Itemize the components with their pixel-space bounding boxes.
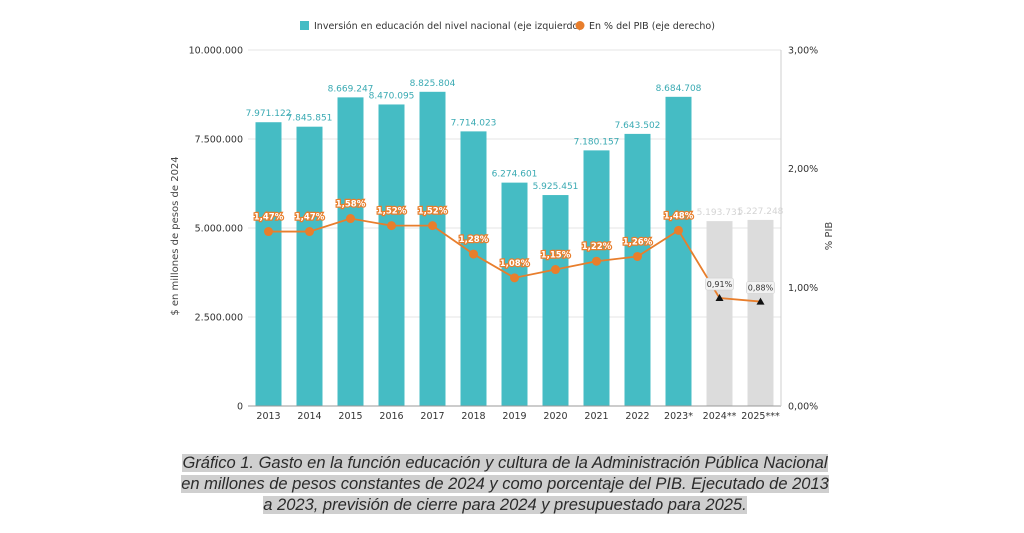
line-marker-2018: [469, 249, 478, 259]
line-value-label: 1,28%: [459, 235, 489, 245]
line-label-bg: [746, 281, 775, 294]
line-marker-2017: [428, 221, 437, 231]
bar-2015: [337, 97, 364, 406]
x-tick-label: 2015: [338, 411, 362, 422]
bars-group: [255, 91, 774, 407]
line-value-label: 0,91%: [707, 280, 733, 289]
line-series: [264, 214, 765, 305]
figure-caption: Gráfico 1. Gasto en la función educación…: [170, 453, 840, 516]
bar-2014: [296, 126, 323, 406]
legend-bar-label: Inversión en educación del nivel naciona…: [314, 21, 582, 32]
x-tick-label: 2017: [420, 411, 444, 422]
x-tick-label: 2024**: [703, 411, 737, 422]
bar-value-label: 6.274.601: [492, 170, 538, 180]
line-label-bg: [705, 277, 734, 291]
line-value-label: 1,08%: [500, 259, 530, 269]
line-marker-2023: [674, 225, 683, 235]
line-value-label: 1,52%: [377, 207, 407, 217]
bar-value-label: 7.714.023: [451, 118, 497, 128]
legend-line-swatch: [575, 21, 585, 30]
x-tick-label: 2021: [584, 411, 608, 422]
caption-line-1: Gráfico 1. Gasto en la función educación…: [182, 454, 828, 472]
line-marker-2025: [756, 297, 765, 305]
line-marker-2015: [346, 214, 355, 224]
x-tick-label: 2020: [543, 411, 567, 422]
y-right-tick-label: 1,00%: [788, 283, 818, 294]
line-value-label: 1,52%: [418, 207, 448, 217]
bar-2017: [419, 91, 446, 406]
bar-2021: [583, 150, 610, 406]
legend: Inversión en educación del nivel naciona…: [300, 21, 715, 32]
x-tick-label: 2013: [256, 411, 280, 422]
line-value-label: 0,88%: [748, 284, 774, 293]
y-right-axis-title: % PIB: [824, 222, 835, 251]
bar-value-label: 7.643.502: [615, 121, 661, 131]
bar-value-label: 8.470.095: [369, 91, 415, 101]
y-left-tick-label: 5.000.000: [195, 224, 243, 235]
y-right-tick-label: 0,00%: [788, 402, 818, 413]
bar-value-label: 5.227.248: [738, 207, 784, 217]
y-right-tick-label: 3,00%: [788, 46, 818, 57]
bar-2018: [460, 131, 487, 406]
y-left-tick-label: 0: [237, 402, 243, 413]
x-tick-label: 2023*: [664, 411, 693, 422]
line-value-labels: 1,47% 1,47% 1,58% 1,52% 1,52% 1,28% 1,08% 1,15%…: [253, 198, 775, 294]
bar-2016: [378, 104, 405, 407]
line-marker-2013: [264, 227, 273, 237]
x-tick-label: 2025***: [741, 411, 780, 422]
legend-bar-swatch: [300, 21, 309, 30]
line-marker-2019: [510, 273, 519, 283]
line-value-label: 1,22%: [582, 242, 612, 252]
bar-value-label: 7.180.157: [574, 137, 620, 147]
line-marker-2020: [551, 265, 560, 275]
x-tick-label: 2016: [379, 411, 403, 422]
line-value-label: 1,47%: [295, 213, 325, 223]
bar-value-label: 5.925.451: [533, 182, 579, 192]
y-right-tick-label: 2,00%: [788, 164, 818, 175]
line-marker-2016: [387, 221, 396, 231]
bar-2023: [665, 96, 692, 406]
bar-value-label: 8.684.708: [656, 84, 702, 94]
caption-line-3: a 2023, previsión de cierre para 2024 y …: [263, 496, 747, 514]
bar-value-label: 5.193.731: [697, 208, 743, 218]
y-left-tick-label: 2.500.000: [195, 313, 243, 324]
line-value-label: 1,48%: [664, 211, 694, 221]
y-left-axis-title: $ en millones de pesos de 2024: [170, 156, 181, 315]
x-tick-label: 2019: [502, 411, 526, 422]
x-tick-label: 2018: [461, 411, 485, 422]
line-value-label: 1,15%: [541, 251, 571, 261]
line-value-label: 1,58%: [336, 200, 366, 210]
bar-2020: [542, 195, 569, 406]
line-value-label: 1,26%: [623, 237, 653, 247]
bar-value-label: 8.669.247: [328, 84, 374, 94]
y-left-tick-label: 10.000.000: [189, 46, 243, 57]
line-marker-2021: [592, 256, 601, 266]
bar-2025: [747, 219, 774, 406]
bar-2024: [706, 221, 733, 406]
bar-2013: [255, 122, 282, 406]
tick-labels: 0 2.500.000 5.000.000 7.500.000 10.000.000 0,…: [189, 46, 819, 423]
line-value-label: 1,47%: [254, 213, 284, 223]
line-marker-2022: [633, 251, 642, 261]
bar-2019: [501, 182, 528, 406]
caption-line-2: en millones de pesos constantes de 2024 …: [181, 475, 829, 493]
bar-value-label: 7.845.851: [287, 114, 333, 124]
bar-value-label: 7.971.122: [246, 109, 292, 119]
y-left-tick-label: 7.500.000: [195, 135, 243, 146]
bar-2022: [624, 133, 651, 406]
x-tick-label: 2014: [297, 411, 321, 422]
line-marker-2014: [305, 227, 314, 237]
legend-line-label: En % del PIB (eje derecho): [589, 21, 715, 32]
line-marker-2024: [715, 294, 724, 302]
axes: [248, 50, 782, 407]
bar-value-label: 8.825.804: [410, 79, 456, 89]
x-tick-label: 2022: [625, 411, 649, 422]
